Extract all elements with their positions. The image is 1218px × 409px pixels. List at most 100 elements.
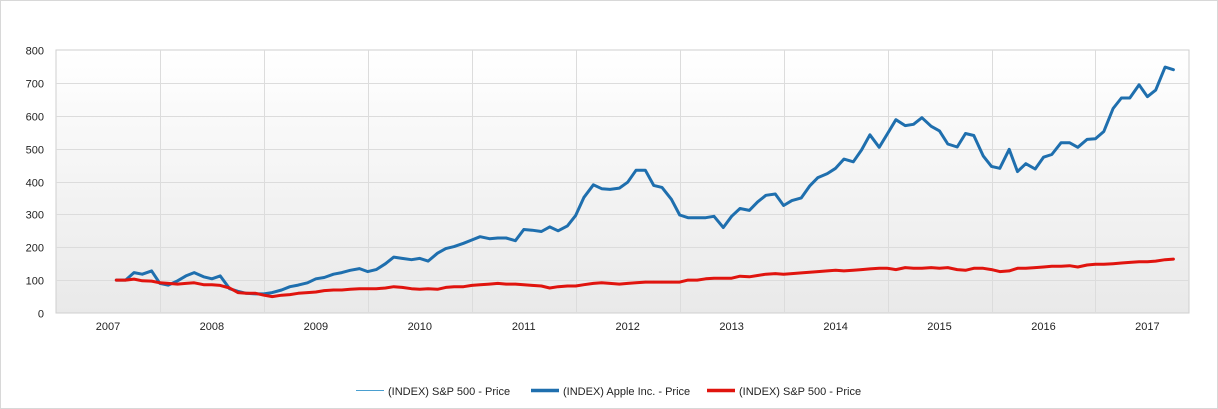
legend: (INDEX) S&P 500 - Price (INDEX) Apple Inc… [356, 386, 861, 398]
x-tick-label: 2012 [615, 321, 639, 333]
y-tick-label: 400 [26, 178, 44, 190]
data-point [340, 288, 343, 292]
data-point [540, 230, 543, 233]
data-point [358, 267, 361, 270]
data-point [522, 228, 525, 231]
data-point [158, 281, 162, 284]
data-point [514, 239, 517, 242]
y-tick-label: 200 [26, 243, 44, 255]
data-point [1154, 88, 1157, 92]
data-point [912, 123, 915, 126]
y-tick-label: 500 [26, 145, 44, 157]
x-tick-label: 2008 [200, 321, 224, 333]
data-point [670, 198, 673, 201]
legend-label: (INDEX) S&P 500 - Price [388, 386, 510, 398]
data-point [722, 277, 725, 280]
data-point [530, 229, 534, 232]
data-point [712, 215, 716, 218]
data-point [592, 282, 595, 285]
data-point [141, 279, 144, 282]
data-point [868, 267, 872, 271]
x-tick-label: 2010 [408, 321, 432, 333]
data-point [938, 267, 941, 270]
data-point [436, 288, 439, 291]
legend-item: (INDEX) S&P 500 - Price [356, 386, 510, 398]
data-point [1008, 269, 1011, 273]
data-point [323, 276, 326, 279]
data-point [748, 275, 751, 278]
data-point [722, 226, 725, 229]
data-point [514, 282, 517, 286]
data-point [193, 281, 196, 284]
y-tick-label: 800 [26, 46, 44, 58]
data-point [384, 262, 387, 265]
data-point [878, 267, 881, 270]
data-point [816, 176, 820, 179]
data-point [634, 281, 638, 284]
data-point [670, 280, 673, 284]
y-tick-label: 300 [26, 210, 44, 222]
data-point [660, 186, 664, 189]
data-point [314, 290, 318, 294]
data-point [1059, 141, 1063, 144]
data-point [938, 129, 941, 133]
data-point [1085, 263, 1089, 267]
data-point [860, 148, 863, 152]
data-point [332, 288, 335, 292]
data-point [400, 257, 404, 260]
data-point [410, 258, 413, 261]
x-tick-label: 2009 [304, 321, 328, 333]
data-point [184, 282, 188, 285]
data-point [686, 216, 690, 219]
plot-area [55, 49, 1190, 314]
data-point [332, 273, 335, 276]
data-point [860, 268, 863, 271]
series-group [114, 257, 1175, 299]
data-point [852, 269, 855, 272]
series-group [114, 65, 1175, 296]
data-point [556, 285, 560, 288]
data-point [842, 157, 846, 161]
data-point [712, 277, 716, 280]
data-point [323, 289, 326, 292]
data-point [1094, 263, 1097, 266]
data-point [1042, 156, 1045, 159]
data-point [1102, 130, 1106, 133]
legend-item: (INDEX) Apple Inc. - Price [531, 386, 690, 398]
data-point [930, 125, 933, 128]
data-point [452, 285, 456, 288]
data-point [1146, 95, 1149, 98]
data-point [652, 280, 655, 284]
data-point [774, 272, 777, 275]
x-tick-label: 2013 [719, 321, 743, 333]
data-point [1024, 267, 1027, 270]
data-point [556, 229, 560, 232]
data-point [1137, 83, 1141, 87]
y-tick-label: 600 [26, 112, 44, 124]
data-point [592, 183, 595, 186]
data-point [1008, 148, 1011, 151]
data-point [1059, 265, 1063, 268]
data-point [946, 266, 949, 269]
data-point [894, 118, 898, 121]
data-point [176, 279, 179, 282]
data-point [462, 242, 465, 245]
data-point [410, 287, 413, 290]
data-point [176, 282, 179, 286]
data-point [868, 133, 872, 136]
data-point [314, 277, 318, 280]
data-point [245, 292, 248, 295]
data-point [167, 282, 170, 285]
data-point [886, 132, 889, 135]
data-point [504, 282, 508, 286]
data-point [349, 269, 352, 272]
data-point [764, 194, 768, 197]
data-point [1016, 267, 1019, 270]
data-point [618, 186, 621, 190]
data-point [738, 207, 742, 210]
data-point [210, 283, 214, 286]
data-point [852, 160, 855, 163]
x-tick-label: 2016 [1031, 321, 1055, 333]
data-point [132, 277, 136, 281]
